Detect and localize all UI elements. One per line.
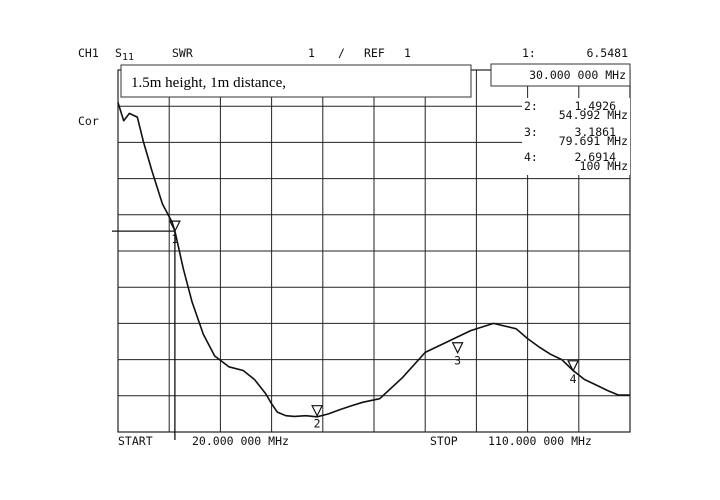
marker-2-triangle xyxy=(311,405,324,418)
marker-1-crosshair xyxy=(112,230,176,440)
marker-2: 2 xyxy=(311,405,324,431)
marker-4: 4 xyxy=(567,360,580,386)
swr-trace-1 xyxy=(117,102,630,418)
marker-1-value: 6.5481 xyxy=(586,46,628,60)
marker-4-triangle xyxy=(567,360,580,373)
marker-2-label: 2 xyxy=(314,417,321,431)
trace-layer xyxy=(117,102,630,418)
scale-separator: / xyxy=(338,46,345,60)
parameter-label: S11 xyxy=(115,46,134,63)
stop-label: STOP xyxy=(430,434,458,448)
correction-label: Cor xyxy=(78,114,99,128)
stop-value: 110.000 000 MHz xyxy=(488,434,592,448)
marker-1-triangle xyxy=(168,220,181,233)
marker-2-index: 2: xyxy=(524,99,538,113)
marker-2-freq: 54.992 MHz xyxy=(559,108,628,122)
marker-1-freq: 30.000 000 MHz xyxy=(529,68,626,82)
start-value: 20.000 000 MHz xyxy=(192,434,289,448)
format-label: SWR xyxy=(172,46,193,60)
marker-2-value: 1.4926 xyxy=(574,99,616,113)
marker-4-label: 4 xyxy=(570,372,577,386)
marker-3-freq: 79.691 MHz xyxy=(559,134,628,148)
marker-4-value: 2.6914 xyxy=(574,150,616,164)
channel-label: CH1 xyxy=(78,46,99,60)
marker-3-index: 3: xyxy=(524,125,538,139)
marker-3-label: 3 xyxy=(454,354,461,368)
marker-4-index: 4: xyxy=(524,150,538,164)
marker-1-index: 1: xyxy=(522,46,536,60)
marker-4-freq: 100 MHz xyxy=(580,159,628,173)
note-box xyxy=(120,64,472,98)
start-label: START xyxy=(118,434,153,448)
parameter-sub: 11 xyxy=(122,52,134,63)
ref-label: REF xyxy=(364,46,385,60)
marker-3-triangle xyxy=(451,342,464,355)
scale-value: 1 xyxy=(308,46,315,60)
marker-readout-panel xyxy=(522,98,630,175)
marker-1-freq-box xyxy=(490,63,631,87)
marker-readout: 1: 6.5481 30.000 000 MHz 2: 1.4926 54.99… xyxy=(490,46,631,175)
marker-3: 3 xyxy=(451,342,464,368)
parameter-main: S xyxy=(115,46,122,60)
ref-value: 1 xyxy=(404,46,411,60)
note-text: 1.5m height, 1m distance, xyxy=(131,75,286,91)
marker-3-value: 3.1861 xyxy=(574,125,616,139)
